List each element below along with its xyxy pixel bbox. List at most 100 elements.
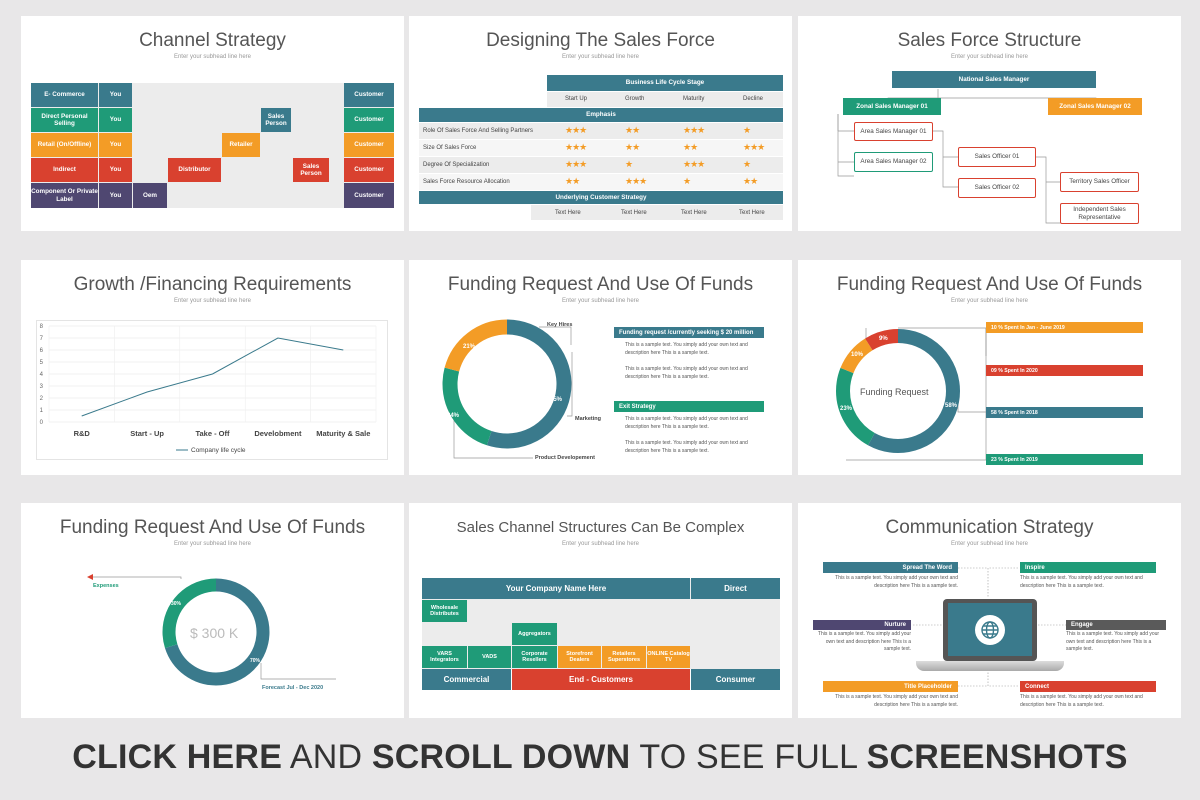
online-cell: ONLINE Catalog TV <box>647 646 690 668</box>
slide-title: Funding Request And Use Of Funds <box>836 274 1143 295</box>
paragraph: This is a sample text. You simply add yo… <box>1020 694 1143 708</box>
storefront-cell: Storefront Dealers <box>558 646 601 668</box>
slide-title: Channel Strategy <box>139 30 286 51</box>
independent-rep-box: Independent Sales Representative <box>1060 203 1139 224</box>
sales-officer-2-box: Sales Officer 02 <box>958 178 1036 198</box>
star-rating: ★★★ <box>565 125 587 135</box>
star-rating: ★★ <box>565 176 580 186</box>
paragraph: This is a sample text. You simply add yo… <box>625 416 748 430</box>
sales-person-cell: Sales Person <box>261 108 291 132</box>
slide-title: Sales Force Structure <box>897 30 1082 51</box>
slide-funding-request-1[interactable]: Funding Request And Use Of Funds Enter y… <box>409 260 792 475</box>
star-rating: ★ <box>743 159 751 169</box>
donut-chart <box>442 319 573 459</box>
y-tick-label: 4 <box>40 372 44 378</box>
row-label: Role Of Sales Force And Selling Partners <box>423 128 534 134</box>
slide-funding-request-2[interactable]: Funding Request And Use Of Funds Enter y… <box>798 260 1181 475</box>
text-row <box>531 205 783 220</box>
customer-cell: Customer <box>344 183 394 208</box>
footer-click-here[interactable]: CLICK HERE <box>72 738 283 776</box>
row-label: E- Commerce <box>31 83 98 107</box>
slide-communication-strategy[interactable]: Communication Strategy Enter your subhea… <box>798 503 1181 718</box>
arrow-left-icon <box>87 574 93 580</box>
marketing-label: Marketing <box>575 416 601 422</box>
x-tick-label: R&D <box>74 429 91 438</box>
donut-label: 70% <box>250 658 261 664</box>
engage-tag: Engage <box>1066 620 1166 630</box>
star-rating: ★★★ <box>565 159 587 169</box>
row-label: Degree Of Specialization <box>423 162 490 168</box>
footer-scroll-down[interactable]: SCROLL DOWN <box>371 738 631 776</box>
underlying-header: Underlying Customer Strategy <box>419 191 783 204</box>
slide-designing-sales-force[interactable]: Designing The Sales Force Enter your sub… <box>409 16 792 231</box>
star-rating: ★ <box>683 176 691 186</box>
connector-lines <box>913 567 1066 687</box>
sales-person-cell: Sales Person <box>293 158 329 182</box>
x-tick-label: Maturity & Sale <box>316 429 370 438</box>
y-tick-label: 3 <box>40 384 44 390</box>
corporate-cell: Corporate Resellers <box>512 646 557 668</box>
globe-phone-icon <box>975 615 1005 645</box>
slide-sales-channel-structures[interactable]: Sales Channel Structures Can Be Complex … <box>409 503 792 718</box>
star-rating: ★★★ <box>683 125 705 135</box>
area-manager-1-box: Area Sales Manager 01 <box>854 122 933 141</box>
distributor-cell: Distributor <box>168 158 221 182</box>
slide-sales-force-structure[interactable]: Sales Force Structure Enter your subhead… <box>798 16 1181 231</box>
customer-cell: Customer <box>344 158 394 182</box>
line-chart: 0 1 2 3 4 5 6 7 8 R&D Start - Up Take - Off Develobm… <box>40 324 377 454</box>
spend-bar: 23 % Spent In 2019 <box>986 454 1143 465</box>
y-tick-label: 2 <box>40 396 44 402</box>
consumer-footer: Consumer <box>691 669 780 690</box>
y-tick-label: 8 <box>40 324 44 330</box>
product-label: Product Developement <box>535 455 595 461</box>
footer-screenshots: SCREENSHOTS <box>866 738 1128 776</box>
legend-label: Company life cycle <box>191 447 246 454</box>
y-tick-label: 0 <box>40 420 44 426</box>
y-tick-label: 7 <box>40 336 44 342</box>
slide-subhead: Enter your subhead line here <box>950 54 1029 60</box>
title-placeholder-tag: Title Placeholder <box>823 681 958 692</box>
star-rating: ★★ <box>625 142 640 152</box>
row-label: Component Or Private Label <box>31 183 98 208</box>
slide-title: Sales Channel Structures Can Be Complex <box>456 519 745 536</box>
commercial-footer: Commercial <box>422 669 511 690</box>
slide-subhead: Enter your subhead line here <box>173 541 252 547</box>
laptop-base <box>916 661 1064 671</box>
customer-cell: Customer <box>344 133 394 157</box>
slide-channel-strategy[interactable]: Channel Strategy Enter your subhead line… <box>21 16 404 231</box>
sales-officer-1-box: Sales Officer 01 <box>958 147 1036 167</box>
oem-cell: Oem <box>133 183 167 208</box>
star-rating: ★★ <box>625 125 640 135</box>
slide-title: Designing The Sales Force <box>486 30 715 51</box>
y-tick-label: 6 <box>40 348 44 354</box>
star-rating: ★★★ <box>683 159 705 169</box>
donut-chart <box>91 576 336 686</box>
connect-tag: Connect <box>1020 681 1156 692</box>
stage-header: Business Life Cycle Stage <box>547 75 783 91</box>
paragraph: This is a sample text. You simply add yo… <box>625 366 748 380</box>
donut-label: 30% <box>171 601 182 607</box>
slide-funding-request-3[interactable]: Funding Request And Use Of Funds Enter y… <box>21 503 404 718</box>
table-row <box>419 140 783 156</box>
wholesale-cell: Wholesale Distributes <box>422 600 467 622</box>
row-label: Retail (On/Offline) <box>31 133 98 157</box>
x-tick-label: Take - Off <box>195 429 230 438</box>
donut-label: 23% <box>840 406 853 412</box>
exit-strategy-header: Exit Strategy <box>614 401 764 412</box>
col-header: Decline <box>743 96 764 102</box>
footer-cta[interactable]: CLICK HERE AND SCROLL DOWN TO SEE FULL S… <box>0 738 1200 777</box>
footer-and: AND <box>289 738 363 776</box>
spend-bar: 58 % Spent In 2018 <box>986 407 1143 418</box>
donut-chart <box>836 327 987 461</box>
slide-title: Communication Strategy <box>885 517 1094 538</box>
star-rating: ★★★ <box>565 142 587 152</box>
slide-growth-financing[interactable]: Growth /Financing Requirements Enter you… <box>21 260 404 475</box>
donut-slice <box>442 319 572 449</box>
slide-subhead: Enter your subhead line here <box>561 54 640 60</box>
table-row <box>419 174 783 190</box>
star-rating: ★★★ <box>625 176 647 186</box>
donut-label: 58% <box>945 403 958 409</box>
vars-cell: VARS Integrators <box>422 646 467 668</box>
nurture-tag: Nurture <box>813 620 911 630</box>
x-tick-label: Start - Up <box>130 429 164 438</box>
